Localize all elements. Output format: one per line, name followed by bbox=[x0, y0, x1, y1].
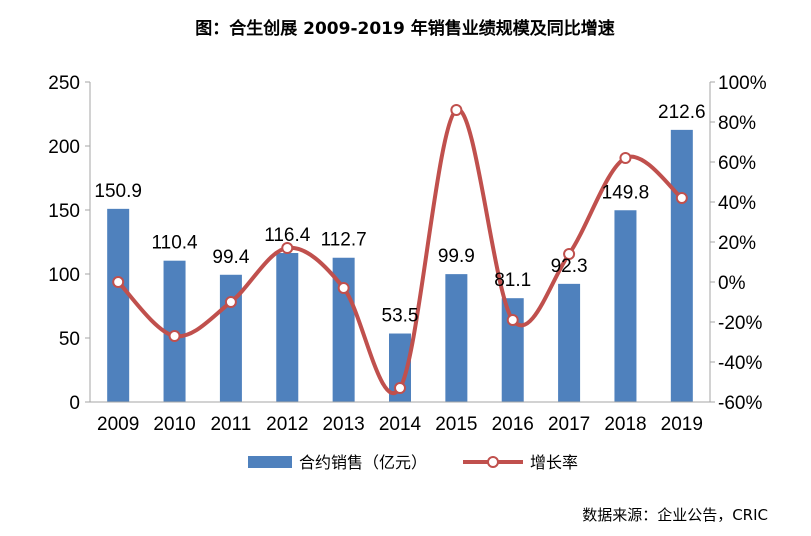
bar-data-label: 99.4 bbox=[212, 247, 249, 268]
bar-2016 bbox=[501, 298, 524, 402]
bar-data-label: 116.4 bbox=[264, 225, 311, 246]
bar-2009 bbox=[107, 208, 130, 402]
bar-2019 bbox=[670, 129, 693, 402]
x-tick-label: 2014 bbox=[379, 414, 422, 435]
bar-2018 bbox=[614, 210, 637, 402]
y-left-tick-label: 150 bbox=[48, 201, 80, 222]
growth-point-2015 bbox=[450, 104, 463, 116]
legend-label-sales: 合约销售（亿元） bbox=[299, 453, 427, 472]
y-left-tick-label: 50 bbox=[59, 329, 80, 350]
y-right-tick-label: -40% bbox=[718, 353, 762, 374]
legend-swatch-sales bbox=[248, 456, 292, 468]
y-right-tick-label: 0% bbox=[718, 273, 746, 294]
y-left-tick-label: 250 bbox=[48, 73, 80, 94]
y-right-tick-label: -20% bbox=[718, 313, 762, 334]
bar-data-label: 53.5 bbox=[382, 306, 419, 327]
x-tick-label: 2011 bbox=[210, 414, 251, 435]
y-left-tick-label: 100 bbox=[48, 265, 80, 286]
legend-label-growth: 增长率 bbox=[530, 453, 578, 472]
y-right-tick-label: 100% bbox=[718, 73, 767, 94]
y-left-tick-label: 200 bbox=[48, 137, 80, 158]
y-right-tick-label: -60% bbox=[718, 393, 762, 414]
chart-title: 图：合生创展 2009-2019 年销售业绩规模及同比增速 bbox=[195, 18, 615, 39]
x-tick-label: 2018 bbox=[604, 414, 646, 435]
x-tick-label: 2017 bbox=[548, 414, 590, 435]
x-tick-label: 2012 bbox=[266, 414, 308, 435]
growth-point-2010 bbox=[168, 330, 181, 342]
source-note: 数据来源：企业公告，CRIC bbox=[582, 506, 768, 524]
bar-data-label: 110.4 bbox=[151, 233, 198, 254]
bar-data-label: 212.6 bbox=[658, 102, 706, 123]
growth-point-2014 bbox=[394, 382, 406, 394]
bar-data-label: 150.9 bbox=[94, 181, 142, 202]
y-right-tick-label: 40% bbox=[718, 193, 756, 214]
growth-point-2013 bbox=[337, 282, 350, 294]
legend-swatch-growth-marker bbox=[487, 456, 499, 468]
x-tick-label: 2016 bbox=[492, 414, 534, 435]
y-right-tick-label: 80% bbox=[718, 113, 756, 134]
x-tick-label: 2013 bbox=[322, 414, 364, 435]
legend: 合约销售（亿元） 增长率 bbox=[248, 453, 578, 472]
growth-point-2018 bbox=[619, 152, 632, 164]
growth-point-2016 bbox=[506, 314, 519, 326]
x-tick-label: 2009 bbox=[97, 414, 139, 435]
bar-data-label: 81.1 bbox=[494, 270, 531, 291]
growth-point-2019 bbox=[675, 192, 688, 204]
growth-point-2012 bbox=[281, 242, 294, 254]
bar-2015 bbox=[445, 274, 468, 402]
y-right-tick-label: 20% bbox=[718, 233, 756, 254]
bar-2012 bbox=[276, 253, 299, 402]
bar-data-label: 99.9 bbox=[438, 246, 475, 267]
y-right-tick-label: 60% bbox=[718, 153, 756, 174]
growth-point-2009 bbox=[112, 276, 125, 288]
x-tick-label: 2019 bbox=[661, 414, 703, 435]
x-tick-label: 2010 bbox=[153, 414, 195, 435]
bar-2014 bbox=[389, 333, 411, 402]
bar-data-label: 112.7 bbox=[321, 230, 367, 251]
growth-point-2017 bbox=[563, 248, 576, 260]
growth-point-2011 bbox=[224, 296, 237, 308]
x-tick-label: 2015 bbox=[435, 414, 477, 435]
bar-data-label: 92.3 bbox=[551, 256, 588, 277]
bar-2017 bbox=[558, 283, 581, 402]
bar-data-label: 149.8 bbox=[602, 182, 650, 203]
y-left-tick-label: 0 bbox=[69, 393, 80, 414]
